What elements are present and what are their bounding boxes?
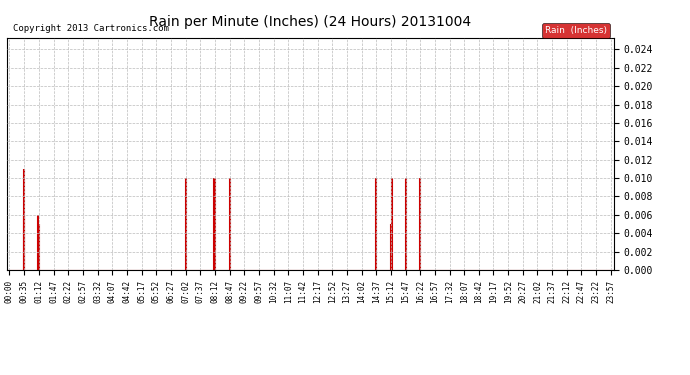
Legend: Rain  (Inches): Rain (Inches) xyxy=(542,23,609,38)
Text: Rain per Minute (Inches) (24 Hours) 20131004: Rain per Minute (Inches) (24 Hours) 2013… xyxy=(150,15,471,29)
Text: Copyright 2013 Cartronics.com: Copyright 2013 Cartronics.com xyxy=(13,24,169,33)
